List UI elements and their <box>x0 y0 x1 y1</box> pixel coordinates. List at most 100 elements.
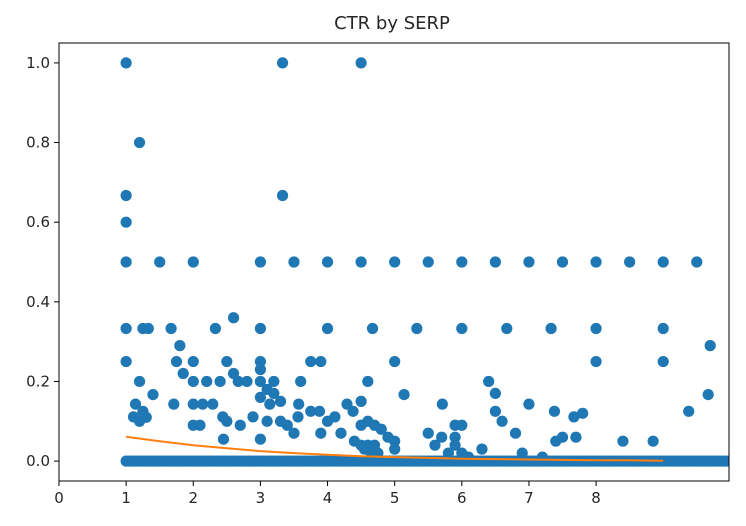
data-point <box>548 405 561 417</box>
data-point <box>509 427 522 439</box>
x-tick-label: 3 <box>256 489 266 507</box>
data-point <box>442 447 454 459</box>
data-point <box>120 57 132 69</box>
data-point <box>140 411 152 423</box>
data-point <box>120 189 132 202</box>
data-point <box>254 375 267 388</box>
data-point <box>429 439 441 451</box>
y-tick-label: 1.0 <box>26 54 50 72</box>
y-tick-label: 0.2 <box>26 372 50 390</box>
data-point <box>398 388 410 401</box>
data-point <box>422 256 434 268</box>
data-point <box>142 322 154 335</box>
data-point <box>129 398 142 410</box>
data-point <box>590 355 602 368</box>
data-point <box>187 256 199 268</box>
data-point <box>355 57 367 69</box>
data-point <box>523 256 535 268</box>
y-tick-label: 0.8 <box>26 134 50 152</box>
data-point <box>234 419 246 431</box>
data-point <box>254 355 267 368</box>
data-point <box>389 355 401 368</box>
data-point <box>489 387 501 399</box>
data-point <box>133 136 146 149</box>
data-point <box>254 391 267 403</box>
data-point <box>355 395 367 407</box>
data-point <box>209 322 222 335</box>
data-point <box>590 322 602 335</box>
data-point <box>254 363 267 376</box>
data-point <box>321 256 334 268</box>
data-point <box>305 355 317 368</box>
data-point <box>254 256 267 268</box>
data-point <box>355 419 367 431</box>
data-point <box>177 367 189 380</box>
data-point <box>268 387 280 399</box>
data-point <box>624 256 636 268</box>
x-tick-label: 6 <box>457 489 467 507</box>
data-point <box>483 375 495 388</box>
data-point <box>264 398 276 410</box>
data-point <box>577 407 589 419</box>
data-point <box>321 415 334 427</box>
data-point <box>456 419 468 431</box>
data-point <box>456 256 468 268</box>
data-point <box>168 398 180 410</box>
x-tick-label: 2 <box>188 489 198 507</box>
data-point <box>276 57 289 69</box>
data-point <box>288 427 300 439</box>
data-point <box>313 405 326 417</box>
data-point <box>187 355 199 368</box>
data-point <box>436 398 448 410</box>
data-point <box>570 431 582 443</box>
data-point <box>476 443 488 455</box>
x-tick-label: 7 <box>524 489 534 507</box>
data-point <box>120 256 132 268</box>
data-point <box>154 256 166 268</box>
data-point <box>489 405 501 417</box>
data-point <box>305 405 317 417</box>
data-point <box>201 375 213 388</box>
y-tick-label: 0.6 <box>26 213 50 231</box>
data-point <box>389 443 401 455</box>
data-point <box>436 431 448 443</box>
data-point <box>227 312 240 324</box>
data-point <box>335 427 347 439</box>
data-point <box>617 435 629 447</box>
x-tick-label: 5 <box>390 489 400 507</box>
data-point <box>462 451 475 463</box>
data-point <box>197 398 209 410</box>
data-point <box>556 256 569 268</box>
data-point <box>683 405 695 417</box>
data-point <box>254 433 267 445</box>
data-point <box>147 388 159 401</box>
data-point <box>449 431 461 443</box>
data-point <box>449 439 461 451</box>
data-point <box>254 322 267 335</box>
data-point <box>489 256 501 268</box>
data-point <box>293 398 305 410</box>
data-point <box>187 375 199 388</box>
data-point <box>523 398 535 410</box>
data-point <box>321 322 334 335</box>
data-point <box>261 415 273 427</box>
data-point <box>120 216 132 228</box>
data-point <box>411 322 423 335</box>
data-point <box>501 322 513 335</box>
data-point <box>657 322 669 335</box>
data-point <box>422 427 434 439</box>
data-point <box>536 451 548 463</box>
trend-line <box>125 435 664 462</box>
data-point <box>274 395 287 407</box>
x-tick-label: 0 <box>54 489 64 507</box>
y-tick-label: 0.0 <box>26 452 50 470</box>
data-point <box>221 415 233 427</box>
data-point <box>232 375 244 388</box>
data-point <box>590 256 602 268</box>
data-point <box>241 375 253 388</box>
data-point <box>276 189 289 202</box>
data-point <box>347 405 359 417</box>
chart-title: CTR by SERP <box>334 13 450 34</box>
data-point <box>702 388 714 401</box>
